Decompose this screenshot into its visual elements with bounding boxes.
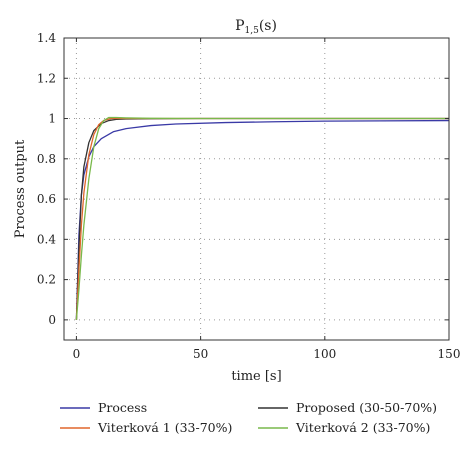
grid	[64, 37, 450, 340]
y-tick-label-3: 0.6	[37, 192, 56, 206]
series-line-3	[75, 116, 449, 320]
y-tick-label-2: 0.4	[37, 232, 56, 246]
legend-label-3: Viterková 2 (33-70%)	[295, 420, 430, 435]
axis-ticks: 0 50 100 150 0 0.2 0.4 0.6 0.8 1 1.2 1.4	[37, 31, 461, 361]
series-lines	[75, 116, 450, 320]
y-tick-label-4: 0.8	[37, 152, 56, 166]
legend-label-2: Viterková 1 (33-70%)	[97, 420, 232, 435]
chart-title-suffix: (s)	[259, 18, 277, 34]
y-tick-label-6: 1.2	[37, 71, 56, 85]
series-line-1	[75, 117, 449, 320]
y-tick-label-1: 0.2	[37, 273, 56, 287]
x-tick-label-150: 150	[438, 347, 461, 361]
series-line-2	[75, 117, 449, 320]
legend: Process Viterková 1 (33-70%) Proposed (30-…	[60, 400, 437, 435]
legend-label-0: Process	[98, 400, 147, 415]
x-tick-label-0: 0	[73, 347, 81, 361]
x-tick-label-100: 100	[313, 347, 336, 361]
chart-title-subscript: 1,5	[244, 26, 259, 36]
x-tick-label-50: 50	[193, 347, 208, 361]
plot-frame	[63, 37, 450, 341]
chart-title: P1,5(s)	[235, 18, 277, 36]
series-line-0	[75, 119, 450, 320]
y-tick-label-0: 0	[48, 313, 56, 327]
y-tick-label-7: 1.4	[37, 31, 56, 45]
legend-label-1: Proposed (30-50-70%)	[296, 400, 437, 415]
x-axis-label: time [s]	[231, 369, 281, 384]
chart-title-main: P	[235, 18, 244, 34]
y-axis-label: Process output	[13, 139, 28, 238]
y-tick-label-5: 1	[48, 112, 56, 126]
